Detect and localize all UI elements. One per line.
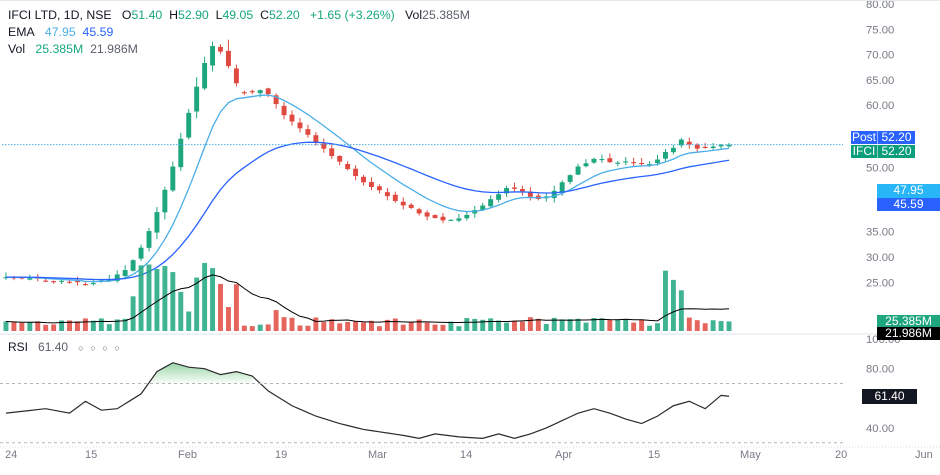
svg-text:30.00: 30.00 bbox=[866, 252, 894, 264]
svg-text:70.00: 70.00 bbox=[866, 50, 894, 62]
svg-text:19: 19 bbox=[275, 449, 287, 461]
svg-text:65.00: 65.00 bbox=[866, 75, 894, 87]
svg-text:15: 15 bbox=[85, 449, 97, 461]
svg-text:24: 24 bbox=[5, 449, 17, 461]
svg-text:25.00: 25.00 bbox=[866, 277, 894, 289]
svg-text:15: 15 bbox=[648, 449, 660, 461]
svg-text:Mar: Mar bbox=[368, 449, 387, 461]
svg-text:35.00: 35.00 bbox=[866, 227, 894, 239]
svg-text:75.00: 75.00 bbox=[866, 24, 894, 36]
svg-text:80.00: 80.00 bbox=[866, 364, 894, 376]
svg-text:80.00: 80.00 bbox=[866, 1, 894, 11]
svg-text:50.00: 50.00 bbox=[866, 163, 894, 175]
svg-text:Apr: Apr bbox=[555, 449, 572, 461]
svg-text:60.00: 60.00 bbox=[866, 100, 894, 112]
svg-text:40.00: 40.00 bbox=[866, 423, 894, 435]
svg-text:100.00: 100.00 bbox=[866, 334, 901, 346]
svg-text:14: 14 bbox=[460, 449, 472, 461]
svg-text:Jun: Jun bbox=[915, 449, 933, 461]
svg-text:May: May bbox=[740, 449, 761, 461]
svg-text:20: 20 bbox=[835, 449, 847, 461]
svg-text:Feb: Feb bbox=[178, 449, 197, 461]
